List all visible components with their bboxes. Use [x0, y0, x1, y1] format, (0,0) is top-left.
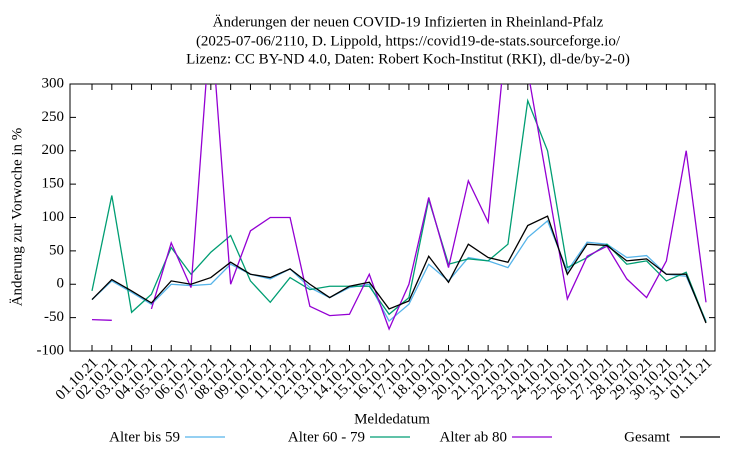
- series-line: [91, 98, 707, 323]
- series-line: [91, 219, 707, 322]
- y-tick-label: 300: [42, 75, 65, 91]
- y-tick-label: 50: [49, 242, 64, 258]
- plot-lines: [91, 84, 707, 331]
- series-line: [150, 84, 707, 331]
- y-tick-label: 250: [42, 109, 65, 125]
- y-tick-label: 100: [42, 209, 65, 225]
- x-axis-label: Meldedatum: [354, 411, 430, 427]
- y-tick-label: 150: [42, 176, 65, 192]
- y-tick-label: 0: [57, 276, 65, 292]
- series-line: [91, 318, 112, 321]
- chart-subtitle: (2025-07-06/2110, D. Lippold, https://co…: [196, 33, 621, 49]
- legend-label: Alter ab 80: [440, 429, 507, 445]
- chart-title: Änderungen der neuen COVID-19 Infizierte…: [213, 13, 604, 30]
- legend-label: Alter 60 - 79: [288, 429, 365, 445]
- legend-label: Gesamt: [624, 429, 671, 445]
- y-tick-label: 200: [42, 142, 65, 158]
- legend-label: Alter bis 59: [109, 429, 180, 445]
- y-tick-label: -50: [44, 309, 64, 325]
- y-axis-label: Änderung zur Vorwoche in %: [8, 128, 25, 307]
- series-line: [91, 215, 707, 324]
- chart-subtitle: Lizenz: CC BY-ND 4.0, Daten: Robert Koch…: [186, 51, 630, 67]
- y-tick-label: -100: [37, 342, 65, 358]
